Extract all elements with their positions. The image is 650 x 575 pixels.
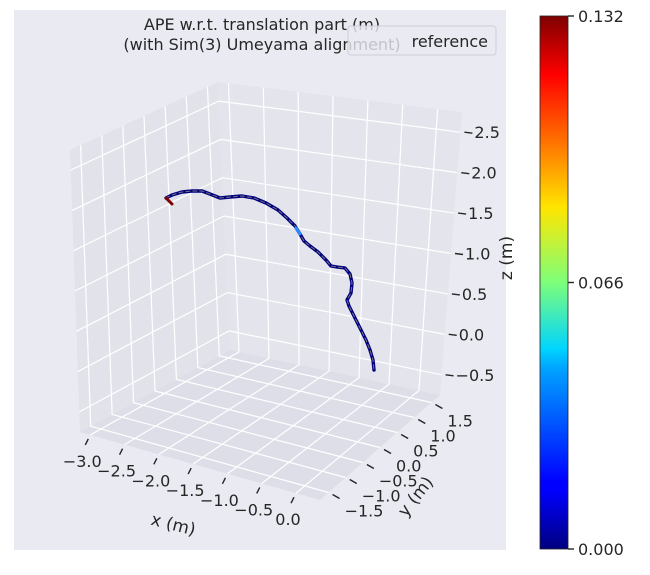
z-tick-label: 2.5: [474, 123, 499, 142]
y-tick-label: 1.5: [447, 412, 472, 431]
legend-box: [347, 25, 497, 56]
z-tick-label: 1.0: [465, 245, 490, 264]
z-tick-label: −0.5: [456, 366, 495, 385]
legend-entry-reference: reference: [412, 32, 488, 51]
colorbar-gradient: [539, 15, 569, 550]
y-tick-label: −0.5: [379, 472, 418, 491]
trajectory-reference: [165, 190, 375, 371]
colorbar-tick-label: 0.132: [578, 7, 624, 26]
z-tick-label: 2.0: [471, 164, 496, 183]
y-tick-label: 0.5: [413, 442, 438, 461]
z-tick-label: 0.5: [462, 285, 487, 304]
x-tick-label: −2.0: [131, 471, 170, 490]
x-tick-label: −1.0: [200, 491, 239, 510]
legend: reference: [347, 25, 497, 56]
z-tick-label: 0.0: [459, 325, 484, 344]
grid-lines: [70, 83, 461, 494]
pane-floor: [80, 350, 440, 500]
chart-subtitle: (with Sim(3) Umeyama alignment): [123, 35, 400, 54]
y-tick-label: −1.5: [345, 502, 384, 521]
trajectory-path: [164, 189, 376, 372]
colorbar-tick-label: 0.000: [578, 540, 624, 559]
x-tick-label: −1.5: [166, 481, 205, 500]
colorbar-tick-label: 0.066: [578, 274, 624, 293]
trajectory-high-error-segment: [294, 226, 302, 236]
y-tick-label: 1.0: [430, 427, 455, 446]
colorbar: 0.000 0.066 0.132: [539, 7, 624, 559]
x-tick-label: −3.0: [63, 452, 102, 471]
y-tick-label: −1.0: [362, 487, 401, 506]
trajectory-start-segment: [164, 196, 174, 206]
z-axis-label: z (m): [497, 236, 517, 280]
pane-back-right: [218, 82, 462, 395]
y-tick-label: 0.0: [396, 457, 421, 476]
x-tick-label: −2.5: [97, 462, 136, 481]
z-tick-label: 1.5: [468, 204, 493, 223]
chart-title: APE w.r.t. translation part (m): [144, 15, 380, 34]
tick-labels: −0.50.00.51.01.52.02.5−3.0−2.5−2.0−1.5−1…: [63, 123, 500, 529]
x-tick-label: 0.0: [275, 510, 300, 529]
x-tick-label: −0.5: [234, 500, 273, 519]
